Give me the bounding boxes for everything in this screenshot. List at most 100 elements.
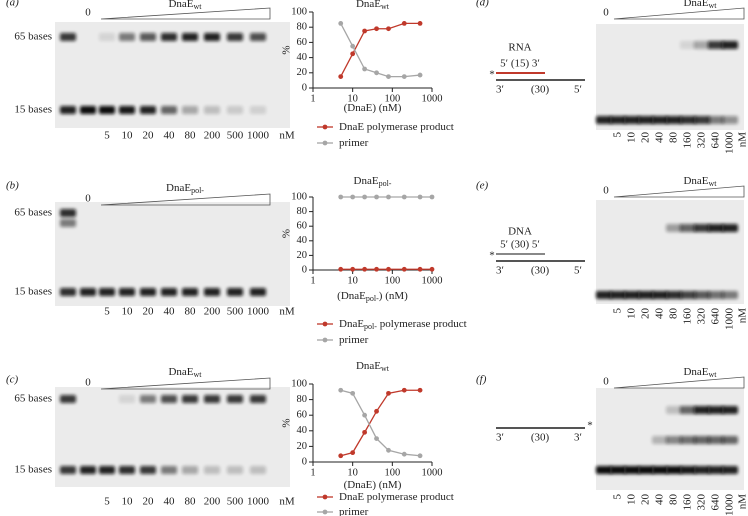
chart-title: DnaEwt [356, 0, 390, 11]
text-part: DnaE [166, 182, 191, 194]
gel-band [694, 406, 710, 414]
gel-band [60, 106, 76, 114]
data-point [350, 390, 356, 396]
gel-band [708, 224, 724, 232]
text-part: DnaE polymerase product [339, 491, 454, 503]
lane-label: 320 [696, 132, 708, 149]
gel-band [596, 291, 612, 299]
legend-label: DnaE polymerase product [339, 491, 454, 503]
label-marker: * [489, 69, 495, 81]
x-tick-label: 1000 [422, 93, 443, 104]
gel-band [680, 436, 696, 444]
y-tick-label: 40 [297, 425, 308, 436]
data-point [386, 194, 391, 200]
label-marker: * [587, 420, 593, 432]
lane-label: 10 [122, 306, 134, 318]
size-marker: 15 bases [14, 104, 52, 116]
gel-band [119, 33, 135, 41]
gel-band [694, 116, 710, 124]
lane-label: 40 [164, 130, 176, 142]
data-point [417, 72, 423, 78]
gel-band [204, 33, 220, 41]
template-label: 3′ [496, 265, 504, 277]
series-line [340, 23, 421, 78]
gel-band [250, 466, 266, 474]
text-part: DnaE [356, 0, 381, 10]
strand-label: DNA [508, 226, 532, 238]
series-line [340, 389, 421, 457]
gel-band [182, 466, 198, 474]
template-label: (30) [531, 432, 550, 444]
data-point [362, 66, 368, 72]
gel-band [80, 106, 96, 114]
data-point [417, 194, 423, 200]
lane-label: 10 [626, 494, 638, 506]
strand-label: RNA [508, 42, 531, 54]
template-label: 3′ [496, 432, 504, 444]
y-axis-label: % [281, 229, 293, 238]
lane-label: 80 [668, 494, 680, 506]
text-part: wt [709, 1, 718, 10]
gel-band [680, 116, 696, 124]
legend-label: primer [339, 334, 369, 346]
template-label: 3′ [496, 84, 504, 96]
x-tick-label: 1 [310, 275, 315, 286]
data-point [362, 194, 368, 200]
gel-band [250, 288, 266, 296]
x-tick-label: 10 [347, 467, 358, 478]
text-part: DnaE [683, 0, 708, 9]
y-axis-label: % [281, 418, 293, 427]
gel-band [80, 288, 96, 296]
text-part: pol- [364, 322, 377, 331]
data-point [338, 387, 344, 393]
gel-band [708, 116, 724, 124]
template-label: (30) [531, 265, 550, 277]
gel-band [140, 466, 156, 474]
lane-label: 10 [626, 308, 638, 320]
gel-band [638, 291, 654, 299]
lane-unit: nM [279, 130, 295, 142]
x-tick-label: 1000 [422, 467, 443, 478]
gel-band [638, 116, 654, 124]
gel-band [182, 288, 198, 296]
legend-marker [322, 337, 328, 343]
gel-band [204, 106, 220, 114]
text-part: DnaE [339, 318, 364, 330]
lane-label: 320 [696, 494, 708, 511]
lane-label: 1000 [724, 308, 736, 331]
gel-zero-label: 0 [603, 376, 609, 388]
legend-marker [322, 124, 328, 130]
data-point [429, 194, 435, 200]
gel-band [140, 288, 156, 296]
lane-label: 160 [682, 308, 694, 325]
gel-band [140, 33, 156, 41]
lane-label: 40 [654, 494, 666, 506]
data-point [338, 21, 344, 26]
gel-band [680, 466, 696, 474]
text-part: (DnaE) (nM) [344, 479, 402, 491]
lane-label: 320 [696, 308, 708, 325]
text-part: polymerase product [377, 318, 467, 330]
data-point [417, 453, 423, 459]
gel-band [119, 395, 135, 403]
y-tick-label: 0 [302, 456, 307, 467]
text-part: wt [709, 370, 718, 379]
data-point [362, 28, 368, 34]
lane-label: 640 [710, 132, 722, 149]
gel-band [680, 224, 696, 232]
lane-label: 10 [626, 132, 638, 144]
lane-label: 640 [710, 494, 722, 511]
size-marker: 65 bases [14, 207, 52, 219]
data-point [429, 266, 435, 272]
text-part: wt [381, 2, 390, 11]
size-marker: 65 bases [14, 393, 52, 405]
text-part: wt [194, 2, 203, 11]
data-point [338, 453, 344, 459]
gel-band [227, 106, 243, 114]
lane-label: 5 [104, 306, 110, 318]
gel-band [610, 291, 626, 299]
data-point [350, 266, 356, 272]
gel-title: DnaEwt [168, 0, 202, 11]
lane-label: 5 [612, 132, 624, 138]
